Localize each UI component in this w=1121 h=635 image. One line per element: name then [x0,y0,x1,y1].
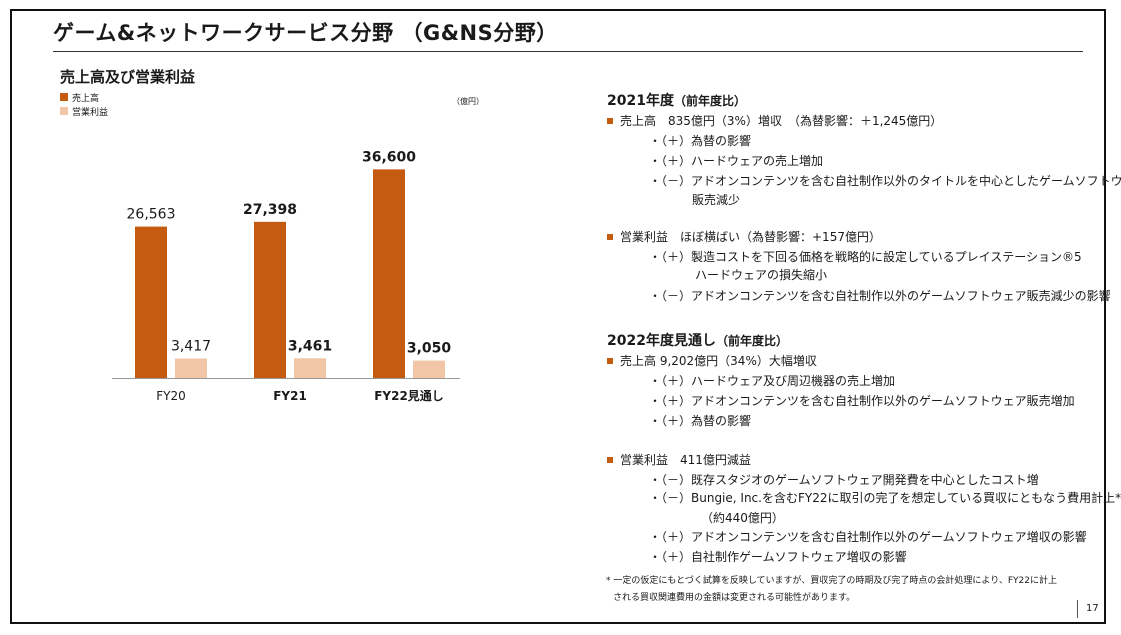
legend-label-sales: 売上高 [72,93,100,104]
legend-label-operating-income: 営業利益 [72,107,109,118]
chart-legend: 売上高 営業利益 [60,90,108,118]
bar-operating-income-2 [413,360,445,378]
heading-2022: 2022年度見通し（前年度比） [607,330,788,350]
bar-operating-income-1 [294,358,326,378]
footnote-line: * 一定の仮定にもとづく試算を反映していますが、買収完了の時期及び完了時点の会計… [606,576,1057,586]
list-item: ・（＋）ハードウェアの売上増加 [649,154,824,168]
heading-2021: 2021年度（前年度比） [607,90,746,110]
bullet-square-icon [607,117,613,124]
legend-item-sales: 売上高 [60,90,108,104]
legend-swatch-operating-income [60,107,68,115]
title-divider [53,51,1083,52]
summary-2022-sales-text: 売上高 9,202億円（34%）大幅増収 [620,354,817,368]
list-item: ハードウェアの損失縮小 [695,268,828,282]
bar-chart: 26,563 3,417 FY20 27,398 3,461 FY21 36,600 3,05… [112,150,460,403]
list-item: ・（＋）アドオンコンテンツを含む自社制作以外のゲームソフトウェア増収の影響 [649,530,1087,544]
list-item: ・（＋）為替の影響 [649,414,752,428]
data-label-operating-income-2: 3,050 [407,341,452,357]
list-item: ・（＋）ハードウェア及び周辺機器の売上増加 [649,374,896,388]
heading-2021-sub: （前年度比） [673,94,746,108]
footnote-line: される買収関連費用の金額は変更される可能性があります。 [613,593,856,603]
bullet-square-icon [607,456,613,463]
summary-2022-sales: 売上高 9,202億円（34%）大幅増収 [607,352,817,369]
chart-subtitle: 売上高及び営業利益 [60,68,196,86]
legend-item-operating-income: 営業利益 [60,104,108,118]
bullet-square-icon [607,233,613,240]
summary-2022-operating-income-text: 営業利益 411億円減益 [620,453,751,467]
list-item: ・（－）既存スタジオのゲームソフトウェア開発費を中心としたコスト増 [649,473,1039,487]
summary-2021-operating-income-text: 営業利益 ほぼ横ばい（為替影響：+157億円） [620,230,881,244]
category-label-0: FY20 [156,389,186,403]
summary-2021-sales: 売上高 835億円（3%）増収 （為替影響：＋1,245億円） [607,112,942,129]
legend-swatch-sales [60,93,68,101]
bullet-square-icon [607,357,613,364]
heading-2022-main: 2022年度見通し [607,333,716,349]
list-item: ・（－）Bungie, Inc.を含むFY22に取引の完了を想定している買収にと… [649,491,1121,505]
list-item: ・（－）アドオンコンテンツを含む自社制作以外のゲームソフトウェア販売減少の影響 [649,289,1111,303]
page-number-divider [1077,600,1078,618]
data-label-operating-income-1: 3,461 [288,338,332,354]
summary-2022-operating-income: 営業利益 411億円減益 [607,451,751,468]
page-number: 17 [1086,603,1099,614]
heading-2022-sub: （前年度比） [715,334,788,348]
summary-2021-operating-income: 営業利益 ほぼ横ばい（為替影響：+157億円） [607,228,881,245]
bar-operating-income-0 [175,358,207,378]
data-label-sales-0: 26,563 [127,207,176,223]
bar-sales-2 [373,169,405,378]
category-label-2: FY22見通し [374,388,444,403]
slide-frame [10,9,1106,624]
data-label-sales-2: 36,600 [362,150,416,165]
chart-unit: （億円） [452,97,484,106]
slide-title: ゲーム&ネットワークサービス分野 （G&NS分野） [53,21,558,45]
data-label-operating-income-0: 3,417 [171,339,211,355]
summary-2021-sales-text: 売上高 835億円（3%）増収 （為替影響：＋1,245億円） [620,114,943,128]
list-item: （約440億円） [701,511,784,525]
list-item: ・（－）アドオンコンテンツを含む自社制作以外のタイトルを中心としたゲームソフトウ… [649,174,1121,188]
heading-2021-main: 2021年度 [607,93,674,109]
footnote: * 一定の仮定にもとづく試算を反映していますが、買収完了の時期及び完了時点の会計… [606,573,1057,607]
data-label-sales-1: 27,398 [243,202,297,218]
list-item: ・（＋）製造コストを下回る価格を戦略的に設定しているプレイステーション®5 [649,250,1082,264]
list-item: ・（＋）為替の影響 [649,134,752,148]
list-item: ・（＋）自社制作ゲームソフトウェア増収の影響 [649,550,907,564]
list-item: 販売減少 [692,193,741,207]
bar-sales-0 [135,226,167,378]
category-label-1: FY21 [273,389,307,403]
list-item: ・（＋）アドオンコンテンツを含む自社制作以外のゲームソフトウェア販売増加 [649,394,1075,408]
bar-sales-1 [254,221,286,378]
